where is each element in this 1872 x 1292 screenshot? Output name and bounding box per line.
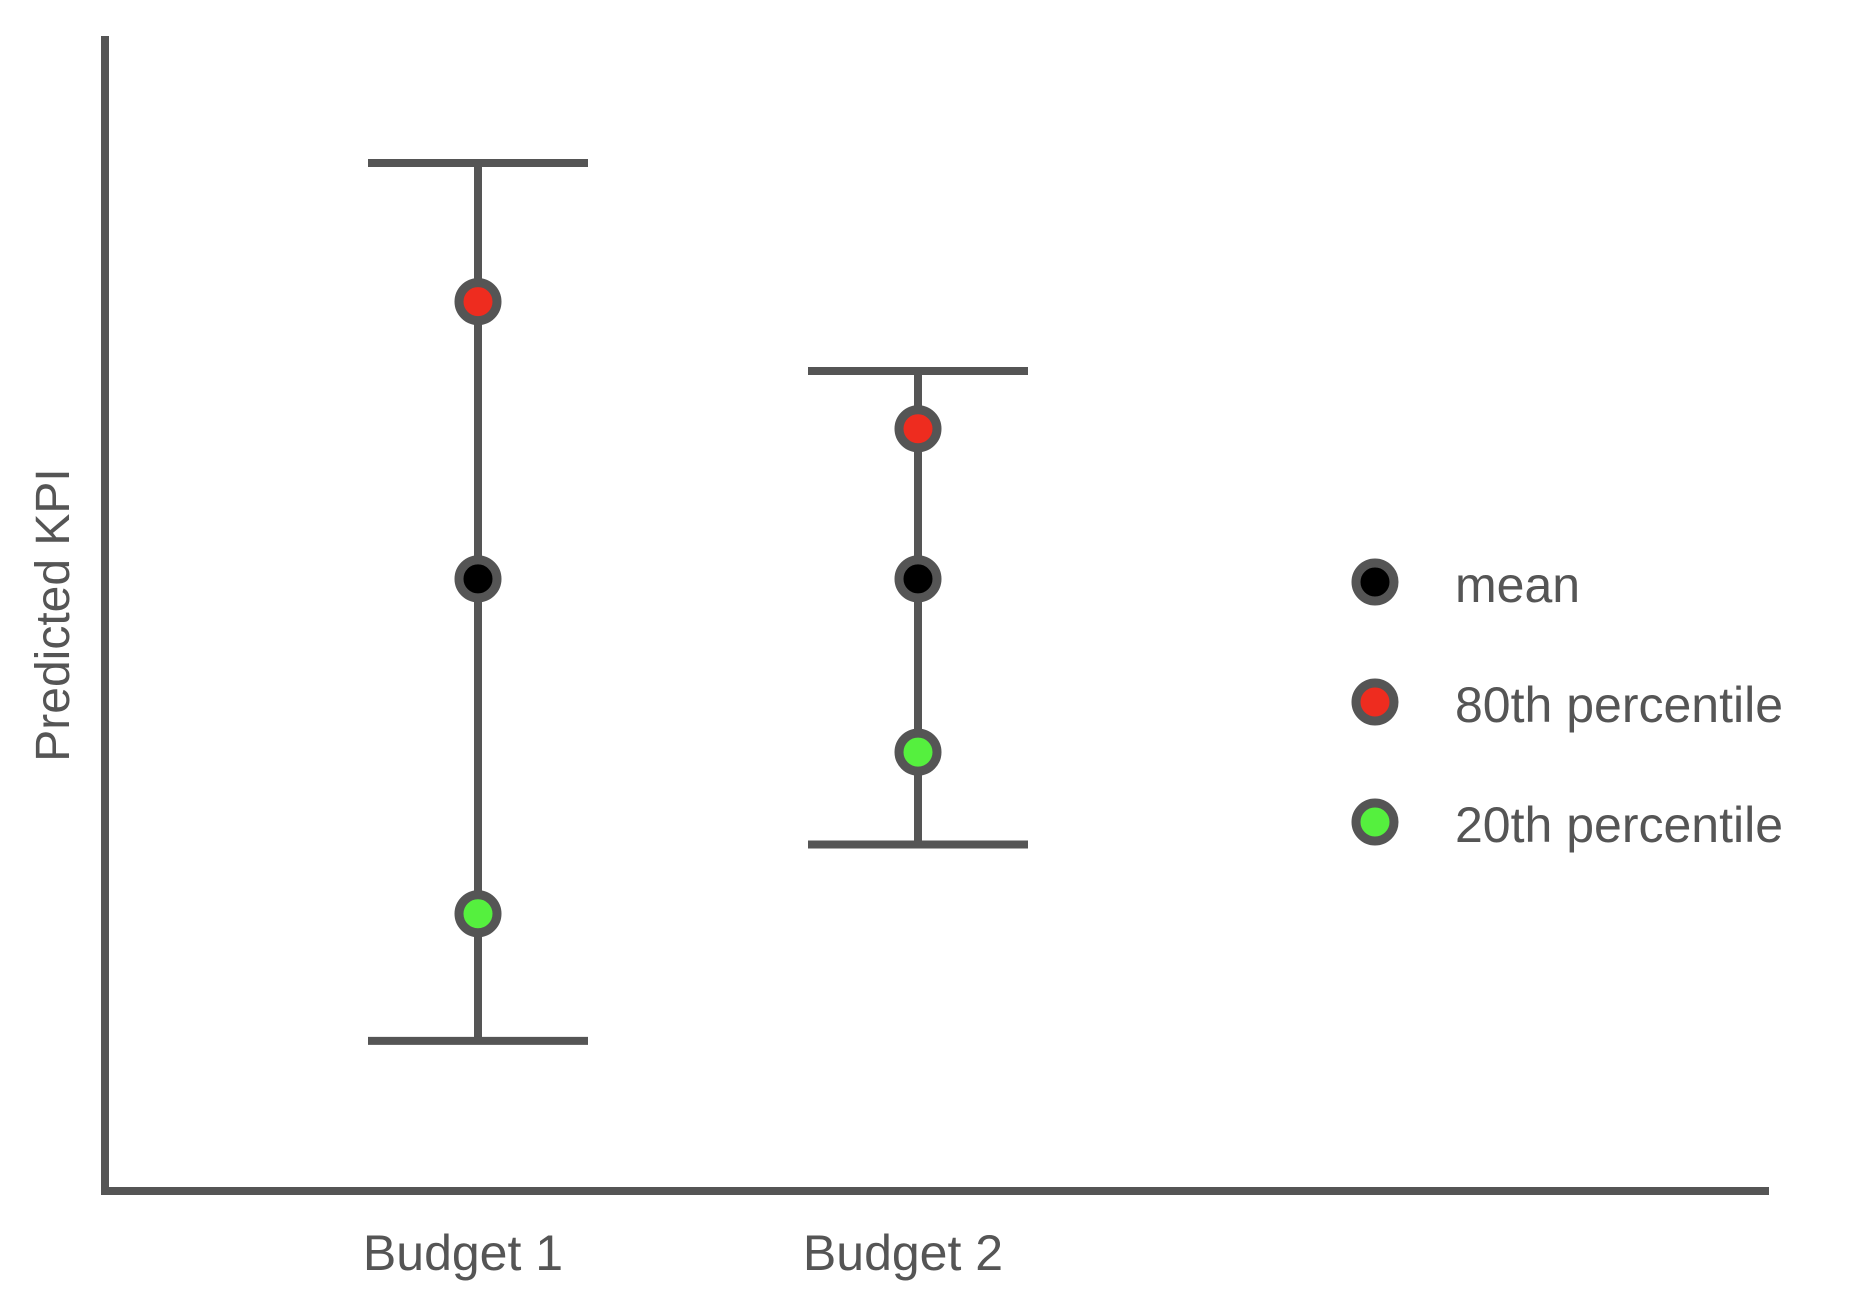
legend-80th-percentile-swatch <box>1351 678 1399 726</box>
data-markers <box>454 278 942 938</box>
x-tick-labels: Budget 1 Budget 2 <box>363 1225 1003 1281</box>
legend-mean-swatch <box>1351 558 1399 606</box>
y-axis-title: Predicted KPI <box>27 468 80 761</box>
budget-1-mean-point <box>454 555 502 603</box>
legend-20th-percentile-swatch <box>1351 798 1399 846</box>
budget-2-20th-percentile-point <box>894 728 942 776</box>
legend: mean 80th percentile 20th percentile <box>1351 557 1783 853</box>
legend-80th-percentile-label: 80th percentile <box>1455 677 1783 733</box>
budget-1-20th-percentile-point <box>454 890 502 938</box>
budget-1-80th-percentile-point <box>454 278 502 326</box>
legend-mean-label: mean <box>1455 557 1580 613</box>
budget-2-80th-percentile-point <box>894 405 942 453</box>
x-tick-label: Budget 2 <box>803 1225 1003 1281</box>
x-tick-label: Budget 1 <box>363 1225 563 1281</box>
budget-2-mean-point <box>894 555 942 603</box>
legend-20th-percentile-label: 20th percentile <box>1455 797 1783 853</box>
